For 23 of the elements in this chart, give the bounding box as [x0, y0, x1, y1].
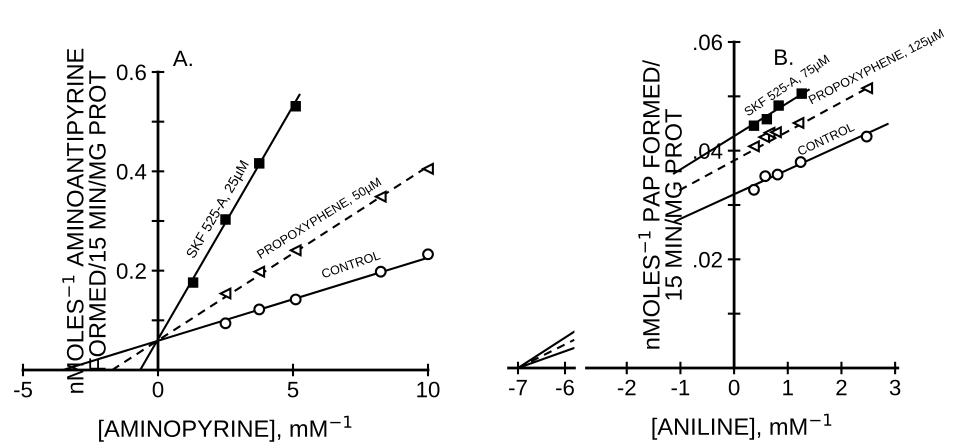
x-tick-label: 3	[890, 380, 900, 396]
x-tick-label: 10	[417, 382, 440, 398]
x-tick-label: 0	[152, 382, 164, 398]
x-tick-label: 1	[783, 380, 793, 396]
y-axis-title: nMOLES$^{−1}$ PAP FORMED/ 15 MIN/MG PROT	[638, 60, 682, 349]
x-tick-label: -1	[672, 380, 690, 396]
x-axis-title: [ANILINE], mM$^{−1}$	[652, 414, 832, 440]
y-tick-label: .02	[694, 252, 722, 268]
x-tick-label: -5	[14, 382, 32, 398]
y-tick-label: 0.6	[116, 64, 146, 80]
y-tick-label: 0.2	[116, 263, 146, 279]
x-tick-label: 2	[836, 380, 847, 396]
y-tick-label: .06	[694, 34, 722, 50]
x-tick-label: 5	[288, 382, 298, 398]
x-tick-label: -2	[618, 380, 636, 396]
x-tick-label: -6	[556, 380, 574, 396]
x-tick-label: -7	[509, 380, 527, 396]
chart-title: A.	[172, 50, 192, 66]
x-tick-label: 0	[728, 380, 740, 396]
x-axis-title: [AMINOPYRINE], mM$^{−1}$	[99, 416, 352, 442]
chart-title: B.	[775, 50, 792, 65]
y-tick-label: 0.4	[116, 164, 146, 180]
y-axis-title: nMOLES$^{−1}$ AMINOANTIPYRINE FORMED/15 MIN/MG PROT	[62, 48, 106, 393]
